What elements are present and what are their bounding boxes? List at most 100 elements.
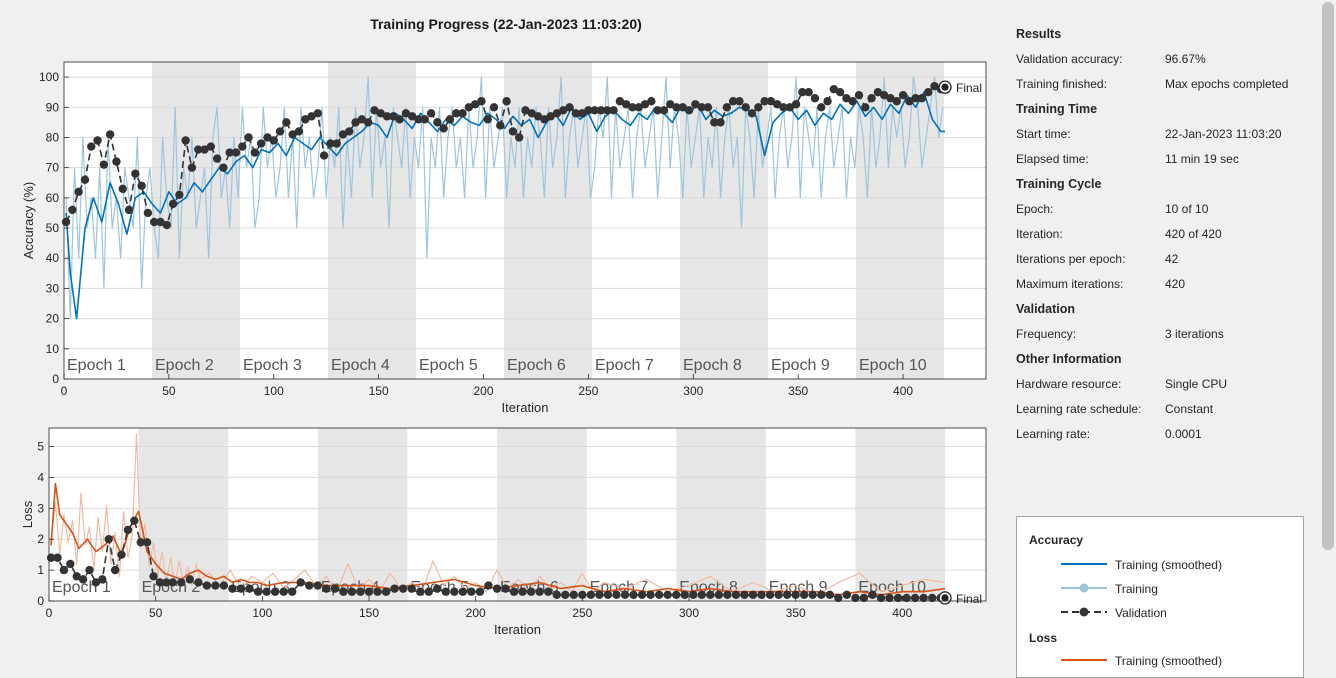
validation-point: [175, 190, 184, 200]
validation-point: [301, 115, 310, 124]
epoch-label: Epoch 9: [771, 357, 830, 374]
validation-point: [339, 587, 348, 596]
info-row: Hardware resource: Single CPU: [1016, 374, 1316, 399]
validation-point: [282, 118, 291, 127]
info-value: 11 min 19 sec: [1165, 152, 1239, 166]
validation-point: [861, 103, 870, 112]
validation-point: [142, 538, 152, 547]
validation-point: [66, 559, 75, 569]
validation-point: [848, 97, 857, 106]
validation-point: [99, 160, 109, 169]
validation-point: [156, 217, 165, 227]
vertical-scrollbar[interactable]: [1319, 0, 1336, 664]
validation-point: [629, 590, 638, 600]
validation-point: [514, 133, 524, 142]
x-tick-label: 0: [61, 384, 68, 398]
validation-point: [357, 115, 367, 124]
validation-point: [628, 103, 637, 112]
y-axis-label: Accuracy (%): [21, 182, 36, 259]
validation-point: [559, 106, 568, 115]
validation-point: [376, 109, 385, 118]
y-tick-label: 70: [46, 161, 60, 175]
validation-point: [416, 587, 425, 596]
validation-point: [854, 91, 864, 100]
validation-point: [414, 115, 423, 124]
y-tick-label: 3: [37, 501, 44, 515]
validation-point: [760, 97, 769, 106]
validation-point: [518, 587, 527, 596]
x-tick-label: 50: [162, 384, 176, 398]
validation-point: [714, 590, 724, 600]
y-tick-label: 20: [46, 312, 60, 326]
info-row: Training finished: Max epochs completed: [1016, 74, 1316, 99]
legend-box: Accuracy Training (smoothed) Training Va…: [1016, 516, 1304, 678]
validation-point: [540, 115, 549, 124]
validation-point: [225, 148, 234, 157]
info-row: Learning rate: 0.0001: [1016, 424, 1316, 449]
validation-point: [347, 587, 357, 596]
plot-frame: [48, 427, 987, 602]
validation-point: [93, 136, 102, 145]
validation-point: [710, 118, 719, 127]
validation-point: [653, 106, 662, 115]
validation-point: [231, 148, 241, 157]
legend-item-training-smoothed: Training (smoothed): [1115, 558, 1222, 572]
epoch-band: [855, 428, 945, 601]
epoch-band: [676, 428, 766, 601]
validation-point: [569, 590, 578, 600]
validation-point: [351, 118, 360, 127]
training-raw-line: [65, 76, 944, 320]
epoch-label: Epoch 1: [67, 357, 126, 374]
validation-point: [723, 590, 732, 600]
validation-point: [326, 139, 335, 148]
validation-point: [91, 578, 101, 587]
validation-point: [791, 100, 801, 109]
training-progress-plots: Epoch 1 Epoch 2 Epoch 3 Epoch 4 Epoch 5 Epoch…: [20, 61, 987, 637]
info-key: Epoch:: [1016, 202, 1054, 216]
validation-point: [356, 587, 365, 596]
y-tick-label: 0: [37, 594, 44, 608]
info-value: 22-Jan-2023 11:03:20: [1165, 127, 1282, 141]
info-value: 0.0001: [1165, 427, 1202, 441]
epoch-label: Epoch 2: [155, 357, 214, 374]
validation-point: [149, 572, 158, 581]
validation-point: [689, 590, 698, 600]
legend-loss-smoothed-line-icon: [1061, 659, 1107, 661]
epoch-label: Epoch 8: [683, 357, 742, 374]
info-key: Frequency:: [1016, 327, 1077, 341]
validation-point: [155, 578, 165, 587]
validation-point: [105, 130, 115, 139]
legend-training-line-icon: [1061, 583, 1107, 593]
validation-point: [898, 91, 908, 100]
loss-plot: Epoch 1 Epoch 2 Epoch 3 Epoch 4 Epoch 5 Epoch…: [20, 427, 987, 637]
y-tick-label: 2: [37, 532, 44, 546]
validation-point: [279, 587, 288, 596]
validation-point: [924, 87, 933, 97]
accuracy-plot: Epoch 1 Epoch 2 Epoch 3 Epoch 4 Epoch 5 Epoch…: [21, 61, 987, 415]
legend-smoothed-line-icon: [1061, 563, 1107, 565]
y-tick-label: 50: [46, 221, 60, 235]
y-tick-label: 0: [52, 372, 59, 386]
validation-point: [765, 590, 775, 600]
validation-point: [270, 587, 280, 596]
validation-point: [118, 184, 127, 193]
validation-point: [74, 187, 83, 197]
validation-point: [663, 590, 672, 600]
info-key: Learning rate schedule:: [1016, 402, 1142, 416]
validation-point: [80, 175, 90, 184]
y-axis-label: Loss: [20, 500, 35, 528]
validation-point: [703, 103, 713, 112]
validation-point: [879, 91, 889, 100]
validation-point: [829, 84, 839, 94]
results-heading: Results: [1016, 27, 1062, 41]
validation-point: [842, 94, 851, 103]
info-key: Maximum iterations:: [1016, 277, 1124, 291]
epoch-label: Epoch 3: [243, 357, 302, 374]
validation-point: [78, 575, 88, 584]
x-tick-label: 150: [359, 606, 379, 620]
scrollbar-thumb[interactable]: [1322, 2, 1334, 550]
validation-point: [716, 118, 725, 127]
validation-point: [782, 590, 792, 600]
validation-point: [433, 118, 442, 127]
validation-point: [450, 587, 459, 596]
